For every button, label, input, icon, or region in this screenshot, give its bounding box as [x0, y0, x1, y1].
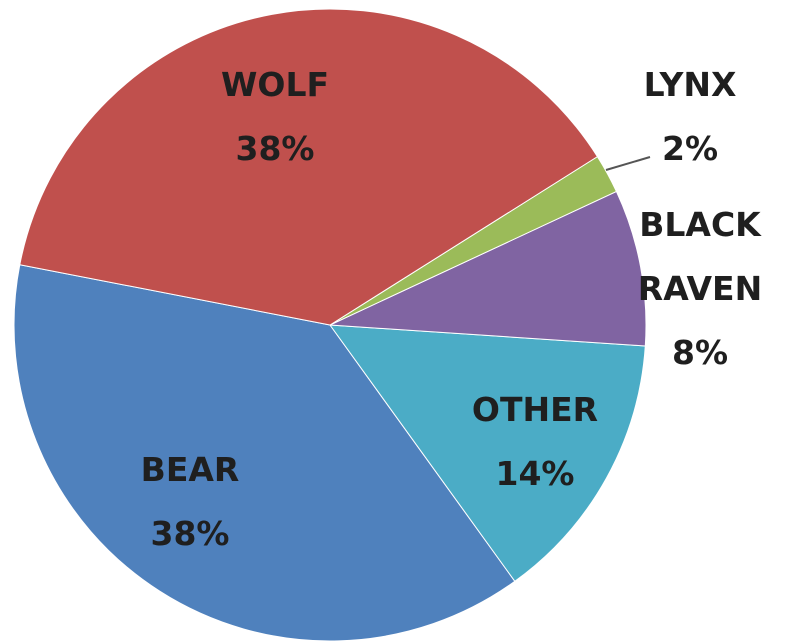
pie-slice — [329, 190, 647, 347]
slice-label: OTHER 14% — [450, 378, 620, 506]
pie-slice — [13, 264, 516, 641]
category-label: OTHER — [471, 390, 599, 429]
leader-line — [605, 156, 651, 171]
category-label: BLACK RAVEN — [637, 205, 763, 308]
category-label: WOLF — [220, 65, 330, 104]
value-label: 38% — [150, 514, 230, 553]
category-label: BEAR — [140, 450, 240, 489]
value-label: 38% — [235, 129, 315, 168]
value-label: 8% — [671, 333, 729, 372]
value-label: 14% — [495, 454, 575, 493]
slice-label: WOLF 38% — [190, 53, 360, 181]
pie-slice — [328, 324, 646, 582]
slice-label: LYNX 2% — [605, 53, 775, 181]
slice-label: BLACK RAVEN 8% — [615, 193, 785, 385]
pie-slice — [19, 8, 599, 326]
category-label: LYNX — [643, 65, 737, 104]
slice-label: BEAR 38% — [105, 438, 275, 566]
value-label: 2% — [661, 129, 719, 168]
